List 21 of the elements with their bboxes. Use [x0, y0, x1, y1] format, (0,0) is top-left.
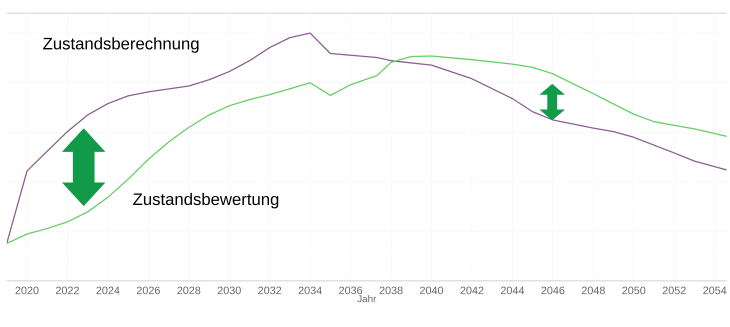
x-tick-label: 2042 — [460, 286, 484, 294]
x-tick-label: 2044 — [500, 286, 524, 294]
x-tick-label: 2032 — [258, 286, 282, 294]
x-axis-title: Jahr — [357, 295, 376, 303]
x-tick-label: 2038 — [380, 286, 403, 294]
series-label: Zustandsberechnung — [43, 37, 198, 54]
x-tick-label: 2048 — [582, 286, 605, 294]
x-tick-label: 2050 — [622, 286, 646, 294]
x-tick-label: 2030 — [218, 286, 241, 294]
x-tick-label: 2052 — [662, 286, 686, 294]
x-tick-label: 2022 — [56, 286, 79, 294]
x-tick-label: 2046 — [541, 286, 564, 294]
x-tick-label: 2054 — [703, 286, 726, 294]
x-tick-label: 2034 — [298, 286, 322, 294]
x-tick-label: 2024 — [96, 286, 120, 294]
x-tick-label: 2036 — [339, 286, 362, 294]
x-tick-label: 2040 — [420, 286, 444, 294]
x-tick-label: 2028 — [177, 286, 200, 294]
x-tick-label: 2020 — [15, 286, 39, 294]
x-tick-label: 2026 — [136, 286, 160, 294]
series-label: Zustandsbewertung — [133, 193, 278, 209]
